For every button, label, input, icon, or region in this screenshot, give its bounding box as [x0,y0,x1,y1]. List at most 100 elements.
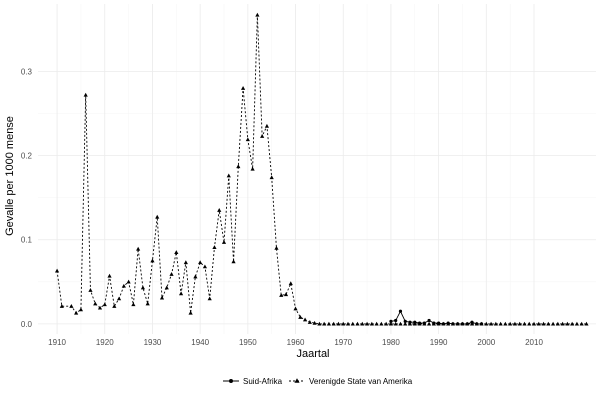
data-point-verenigde-state [469,321,475,326]
data-point-verenigde-state [369,321,374,326]
data-point-verenigde-state [350,321,355,326]
data-point-verenigde-state [436,321,441,326]
data-point-verenigde-state [288,281,293,286]
x-axis-ticks: 1910 1920 1930 1940 1950 1960 1970 1980 1990 2000… [48,338,543,347]
data-point-verenigde-state [508,321,513,326]
data-point-verenigde-state [74,310,79,315]
data-point-verenigde-state [474,321,479,326]
x-tick-label: 1910 [48,338,66,347]
data-point-verenigde-state [498,321,503,326]
data-point-verenigde-state [364,321,370,326]
data-point-verenigde-state [159,295,165,300]
data-point-verenigde-state [407,321,413,326]
data-point-verenigde-state [398,321,403,326]
x-tick-label: 1970 [334,338,352,347]
data-point-verenigde-state [441,321,446,326]
data-point-verenigde-state [312,320,317,325]
data-point-verenigde-state [503,321,508,326]
data-point-verenigde-state [307,320,312,324]
data-point-verenigde-state [546,321,551,326]
data-point-verenigde-state [479,321,484,326]
x-axis-title: Jaartal [296,348,329,360]
data-point-verenigde-state [360,321,365,326]
data-point-verenigde-state [140,285,146,290]
data-point-verenigde-state [102,302,107,307]
data-point-verenigde-state [412,321,417,326]
data-point-verenigde-state [145,301,150,306]
data-point-verenigde-state [112,304,117,308]
data-point-verenigde-state [422,321,427,326]
data-point-verenigde-state [260,133,265,138]
data-point-verenigde-state [231,259,236,264]
y-tick-label: 0.1 [21,236,33,245]
data-point-verenigde-state [584,321,589,326]
data-point-verenigde-state [59,304,64,308]
data-point-verenigde-state [465,321,470,326]
data-point-verenigde-state [69,304,74,308]
data-point-verenigde-state [188,310,193,315]
x-tick-label: 1960 [287,338,305,347]
data-point-verenigde-state [417,321,422,326]
data-point-verenigde-state [531,321,537,326]
data-point-verenigde-state [293,306,298,311]
data-point-verenigde-state [560,321,565,326]
data-point-verenigde-state [450,321,456,326]
data-point-verenigde-state [54,268,60,273]
x-tick-label: 1940 [191,338,209,347]
legend-item-verenigde-state: Verenigde State van Amerika [289,377,413,386]
legend: Suid-Afrika Verenigde State van Amerika [223,377,413,386]
data-point-verenigde-state [322,321,327,326]
data-point-verenigde-state [455,321,460,326]
data-point-verenigde-state [341,321,346,326]
data-point-verenigde-state [183,260,188,265]
data-point-verenigde-state [212,245,217,249]
x-tick-label: 1950 [239,338,257,347]
legend-label-verenigde-state: Verenigde State van Amerika [309,377,413,386]
data-point-verenigde-state [88,288,93,292]
data-point-suid-afrika [403,319,407,323]
data-point-verenigde-state [155,214,160,219]
data-point-suid-afrika [398,309,403,313]
data-point-verenigde-state [198,260,203,265]
data-point-verenigde-state [331,321,336,326]
data-point-verenigde-state [83,92,88,97]
y-axis-title: Gevalle per 1000 mense [4,116,16,236]
data-point-verenigde-state [302,317,308,322]
x-tick-label: 1920 [96,338,114,347]
data-point-verenigde-state [221,240,227,244]
legend-key-marker-verenigde-state [294,378,300,383]
data-point-verenigde-state [274,245,279,250]
data-point-verenigde-state [298,314,303,319]
data-point-verenigde-state [550,321,556,326]
y-tick-label: 0.0 [21,320,33,329]
data-point-verenigde-state [446,321,451,326]
data-point-verenigde-state [541,321,546,326]
data-point-verenigde-state [384,321,389,326]
data-point-verenigde-state [579,321,584,326]
data-point-verenigde-state [279,293,284,297]
data-point-verenigde-state [202,264,208,269]
grid-lines [38,4,596,334]
data-point-verenigde-state [126,279,131,284]
data-point-verenigde-state [78,307,84,312]
data-point-verenigde-state [236,164,241,169]
data-point-verenigde-state [174,250,179,254]
data-point-verenigde-state [336,321,341,326]
data-point-verenigde-state [164,285,169,290]
data-point-verenigde-state [565,321,570,326]
data-point-verenigde-state [527,321,532,326]
y-tick-label: 0.3 [21,67,33,76]
data-point-verenigde-state [388,321,394,326]
x-tick-label: 2010 [525,338,543,347]
data-point-verenigde-state [570,321,575,326]
legend-key-marker-suid-afrika [229,379,233,383]
data-point-verenigde-state [245,137,250,142]
x-tick-label: 1990 [430,338,448,347]
data-point-verenigde-state [207,296,212,301]
y-tick-label: 0.2 [21,152,33,161]
data-point-verenigde-state [574,321,580,326]
data-point-verenigde-state [326,321,332,326]
data-point-verenigde-state [517,321,522,326]
data-point-verenigde-state [484,321,489,326]
data-point-verenigde-state [264,123,270,128]
